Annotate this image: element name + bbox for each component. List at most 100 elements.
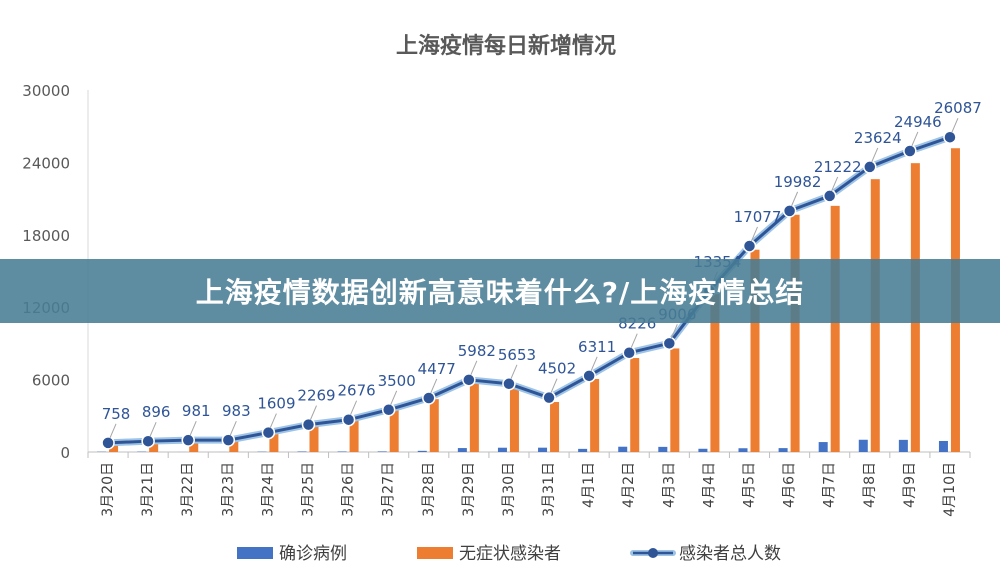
x-tick-label: 3月28日 [421,462,437,517]
bar-asymptomatic [229,440,239,452]
total-point [462,373,476,387]
data-label: 5653 [498,346,536,364]
bar-confirmed [778,448,788,452]
label-leader [310,405,317,420]
legend-swatch-marker [648,548,658,558]
data-label: 1609 [257,395,295,413]
x-tick-label: 3月29日 [461,462,477,517]
x-tick-label: 3月30日 [501,462,517,517]
label-leader [590,356,598,372]
data-label: 17077 [734,208,782,226]
bar-asymptomatic [590,378,600,452]
data-label: 4477 [418,360,456,378]
x-tick-label: 3月25日 [301,462,317,517]
total-point [101,436,115,450]
bar-asymptomatic [670,348,680,452]
total-point [782,204,797,218]
x-tick-label: 4月4日 [701,462,717,508]
x-tick-label: 4月2日 [621,462,637,508]
legend-swatch [237,547,273,559]
data-label: 26087 [934,99,982,117]
label-leader [470,360,478,376]
data-label: 981 [182,402,211,420]
x-tick-label: 4月5日 [742,462,758,508]
chart-title: 上海疫情每日新增情况 [396,33,616,59]
bar-confirmed [898,439,908,452]
total-point [822,189,837,203]
x-tick-label: 3月21日 [140,462,156,517]
data-label: 2269 [297,387,335,405]
total-point [863,160,877,174]
total-point [502,377,516,391]
y-tick-label: 0 [60,444,70,462]
bar-confirmed [497,447,507,452]
label-leader [550,378,558,393]
label-leader [149,421,157,437]
total-point [662,336,677,351]
total-point [141,434,155,448]
data-label: 5982 [458,342,496,360]
data-label: 24946 [894,113,942,131]
total-point [943,130,957,144]
x-tick-label: 4月3日 [661,462,677,508]
bar-confirmed [938,440,948,452]
y-tick-label: 18000 [22,227,70,245]
label-leader [390,390,398,405]
bar-confirmed [578,448,588,452]
bar-asymptomatic [469,383,479,452]
label-leader [350,400,358,415]
data-label: 6311 [578,338,616,356]
label-leader [229,420,237,436]
total-point [542,390,556,405]
label-leader [831,176,839,192]
bar-asymptomatic [710,294,720,452]
bar-confirmed [337,451,347,452]
total-point [341,412,356,427]
label-leader [109,423,117,439]
total-point [301,417,316,432]
x-tick-label: 3月20日 [100,462,116,517]
x-tick-label: 4月8日 [862,462,878,508]
total-point [582,369,596,383]
legend-label: 确诊病例 [279,544,347,564]
bar-confirmed [618,446,628,452]
x-tick-label: 3月27日 [381,462,397,517]
legend: 确诊病例 无症状感染者 感染者总人数 [237,544,781,564]
total-point [422,391,436,405]
bar-asymptomatic [149,441,159,452]
bar-confirmed [417,450,427,452]
bar-asymptomatic [109,443,119,452]
data-label: 2676 [337,382,375,400]
label-leader [871,147,879,163]
bar-asymptomatic [349,420,359,452]
headline-banner: 上海疫情数据创新高意味着什么?/上海疫情总结 [0,259,1000,323]
total-point [381,403,396,417]
bar-asymptomatic [189,440,199,452]
total-point [903,144,917,158]
legend-label: 无症状感染者 [459,544,561,564]
bar-confirmed [738,448,748,452]
x-tick-label: 4月7日 [822,462,838,508]
bar-asymptomatic [429,399,439,452]
bar-confirmed [698,448,708,452]
x-tick-label: 4月6日 [782,462,798,508]
label-leader [630,333,638,348]
data-label: 896 [142,403,171,421]
total-point [261,425,276,440]
label-leader [791,191,799,207]
label-leader [911,131,919,147]
bar-confirmed [538,447,548,452]
total-point [622,345,636,360]
x-tick-label: 3月24日 [260,462,276,517]
y-tick-label: 24000 [22,154,70,172]
total-point [742,239,757,253]
label-leader [670,324,678,339]
y-tick-label: 30000 [22,82,70,100]
bar-asymptomatic [509,388,519,452]
bar-asymptomatic [830,205,840,452]
bar-confirmed [858,439,868,452]
x-tick-label: 3月31日 [541,462,557,517]
bar-confirmed [457,448,467,452]
label-leader [269,413,277,428]
label-leader [951,118,959,133]
